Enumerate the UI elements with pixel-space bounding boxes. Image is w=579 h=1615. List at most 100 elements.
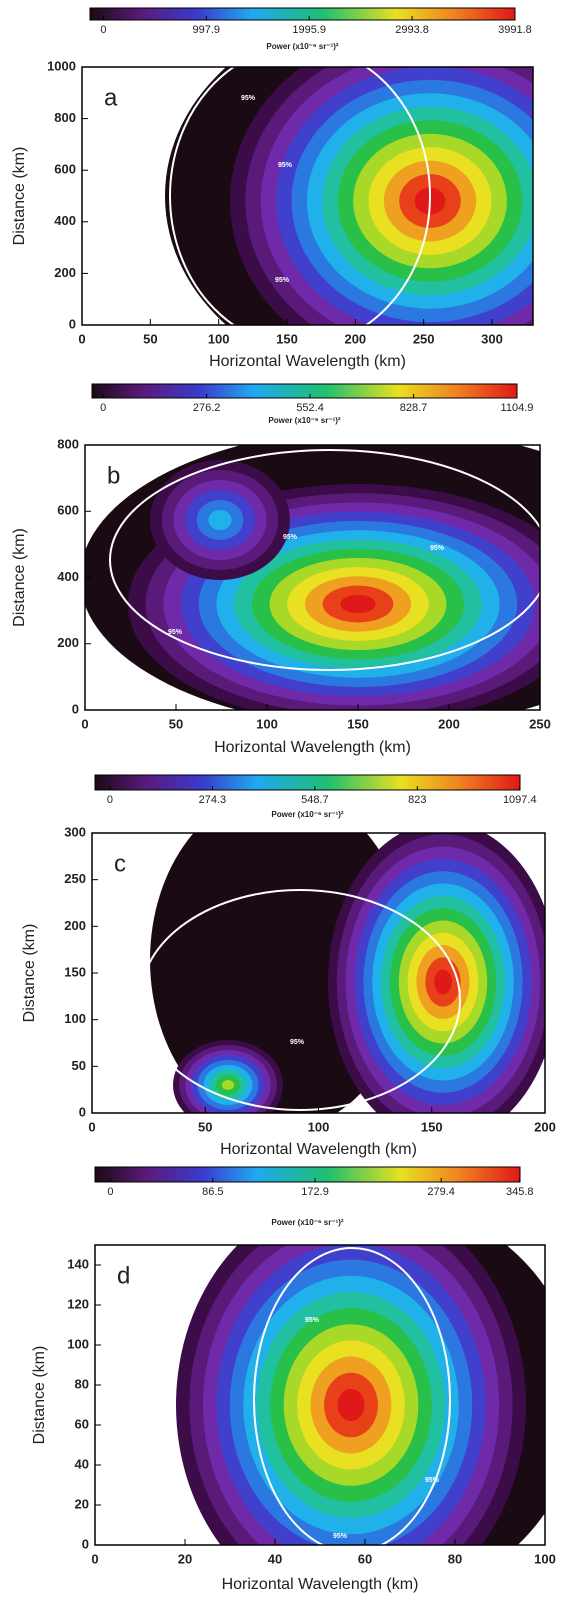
y-tick-label: 200 <box>54 265 76 280</box>
contour-label: 95% <box>283 534 298 541</box>
y-tick-label: 300 <box>64 824 86 839</box>
x-tick-label: 250 <box>413 331 435 346</box>
colorbar-tick-label: 345.8 <box>506 1186 534 1198</box>
plot-frame <box>94 1244 546 1546</box>
x-axis-label: Horizontal Wavelength (km) <box>214 739 411 756</box>
colorbar <box>94 1166 521 1183</box>
contour-label: 95% <box>168 629 183 636</box>
y-axis-label: Distance (km) <box>21 924 38 1023</box>
colorbar-tick-label: 823 <box>408 794 426 806</box>
colorbar-tick-label: 0 <box>107 1186 113 1198</box>
colorbar <box>91 383 518 399</box>
x-axis-label: Horizontal Wavelength (km) <box>222 1576 419 1593</box>
x-tick-label: 200 <box>344 331 366 346</box>
contour-fill <box>434 969 452 995</box>
contour-field: 95% 95% 95% <box>85 445 540 710</box>
y-tick-label: 0 <box>79 1104 86 1119</box>
panel-label: a <box>104 84 118 111</box>
colorbar-tick-label: 548.7 <box>301 794 329 806</box>
x-tick-label: 150 <box>421 1119 443 1134</box>
contour-line <box>139 889 461 1111</box>
colorbar-tick-label: 86.5 <box>202 1186 223 1198</box>
y-tick-label: 100 <box>67 1336 89 1351</box>
contour-fill <box>208 510 232 530</box>
y-tick-label: 600 <box>57 503 79 518</box>
x-tick-label: 100 <box>534 1551 556 1566</box>
contour-line <box>169 67 431 325</box>
colorbar-label: Power (x10⁻⁶ sr⁻¹)² <box>271 1218 343 1227</box>
y-tick-label: 400 <box>57 569 79 584</box>
y-tick-label: 80 <box>75 1376 89 1391</box>
contour-line <box>253 1247 451 1545</box>
y-tick-label: 40 <box>75 1456 89 1471</box>
x-tick-label: 40 <box>268 1551 282 1566</box>
colorbar-tick-label: 276.2 <box>193 402 221 414</box>
colorbar-tick-label: 3991.8 <box>498 24 532 36</box>
x-tick-label: 0 <box>88 1119 95 1134</box>
colorbar-tick-label: 1097.4 <box>503 794 537 806</box>
contour-field: 95% 95% 95% <box>82 67 533 325</box>
contour-fill <box>221 1080 235 1090</box>
colorbar-tick-label: 279.4 <box>427 1186 455 1198</box>
y-tick-label: 800 <box>54 110 76 125</box>
y-tick-label: 200 <box>57 635 79 650</box>
contour-label: 95% <box>275 277 290 284</box>
colorbar <box>89 7 516 21</box>
x-tick-label: 20 <box>178 1551 192 1566</box>
contour-label: 95% <box>290 1039 305 1046</box>
colorbar <box>94 774 521 791</box>
colorbar-tick-label: 0 <box>107 794 113 806</box>
x-tick-label: 100 <box>256 716 278 731</box>
y-tick-label: 100 <box>64 1011 86 1026</box>
contour-label: 95% <box>425 1477 440 1484</box>
colorbar-label: Power (x10⁻⁶ sr⁻¹)² <box>268 416 340 425</box>
colorbar-tick-label: 2993.8 <box>395 24 429 36</box>
y-tick-label: 140 <box>67 1256 89 1271</box>
y-tick-label: 60 <box>75 1416 89 1431</box>
x-axis-label: Horizontal Wavelength (km) <box>209 353 406 370</box>
y-tick-label: 0 <box>69 316 76 331</box>
x-tick-label: 100 <box>208 331 230 346</box>
contour-label: 95% <box>305 1317 320 1324</box>
y-tick-label: 150 <box>64 964 86 979</box>
contour-fill <box>337 1388 365 1422</box>
x-tick-label: 50 <box>169 716 183 731</box>
y-tick-label: 800 <box>57 436 79 451</box>
x-tick-label: 200 <box>438 716 460 731</box>
x-tick-label: 100 <box>308 1119 330 1134</box>
contour-label: 95% <box>333 1533 348 1540</box>
x-axis-label: Horizontal Wavelength (km) <box>220 1141 417 1158</box>
colorbar-tick-label: 0 <box>100 24 106 36</box>
contour-line <box>109 449 540 671</box>
x-tick-label: 0 <box>91 1551 98 1566</box>
x-tick-label: 50 <box>143 331 157 346</box>
y-tick-label: 200 <box>64 918 86 933</box>
panel-label: d <box>117 1262 130 1289</box>
colorbar-label: Power (x10⁻⁶ sr⁻¹)² <box>271 810 343 819</box>
x-tick-label: 60 <box>358 1551 372 1566</box>
x-tick-label: 250 <box>529 716 551 731</box>
colorbar-tick-label: 274.3 <box>199 794 227 806</box>
y-axis-label: Distance (km) <box>31 1346 48 1445</box>
x-tick-label: 80 <box>448 1551 462 1566</box>
y-tick-label: 600 <box>54 162 76 177</box>
colorbar-tick-label: 1995.9 <box>292 24 326 36</box>
x-tick-label: 0 <box>78 331 85 346</box>
y-axis-label: Distance (km) <box>11 528 28 627</box>
x-tick-label: 200 <box>534 1119 556 1134</box>
contour-label: 95% <box>241 95 256 102</box>
y-tick-label: 50 <box>72 1058 86 1073</box>
y-tick-label: 400 <box>54 213 76 228</box>
x-tick-label: 150 <box>347 716 369 731</box>
x-tick-label: 150 <box>276 331 298 346</box>
x-tick-label: 0 <box>81 716 88 731</box>
plot-frame <box>81 66 534 326</box>
x-tick-label: 300 <box>481 331 503 346</box>
panel-label: c <box>114 850 126 877</box>
contour-label: 95% <box>430 545 445 552</box>
contour-field: 95% 95% 95% <box>95 1245 545 1545</box>
y-tick-label: 0 <box>72 701 79 716</box>
colorbar-label: Power (x10⁻⁶ sr⁻¹)² <box>266 42 338 51</box>
y-tick-label: 0 <box>82 1536 89 1551</box>
